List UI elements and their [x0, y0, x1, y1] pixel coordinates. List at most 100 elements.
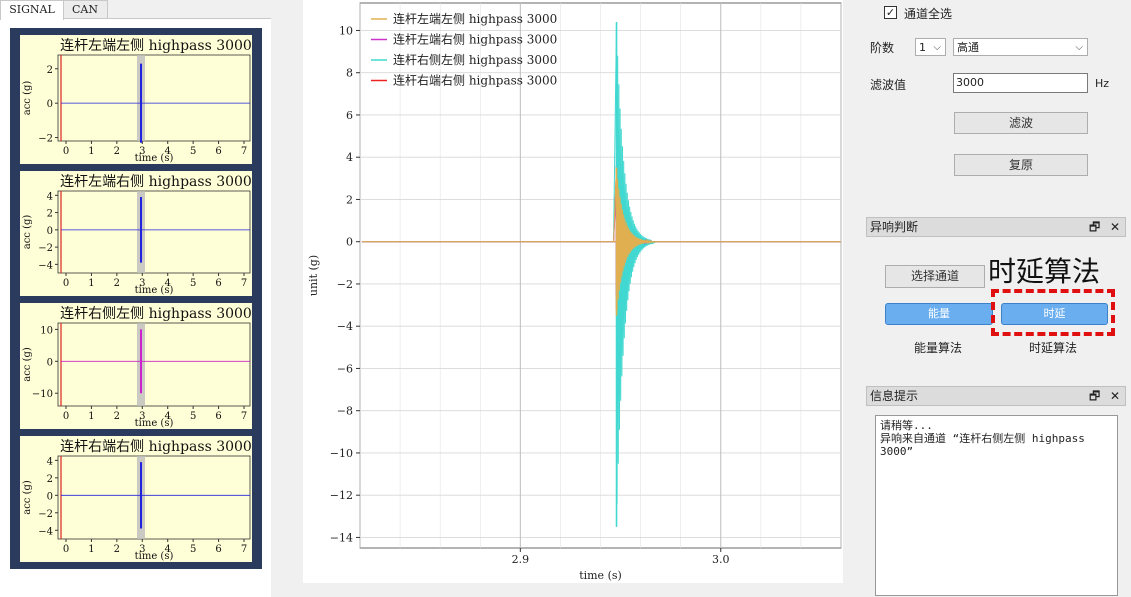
float-icon[interactable]: 🗗 [1089, 389, 1101, 403]
x-tick-label: 2 [114, 544, 120, 555]
info-line: 3000” [880, 445, 914, 458]
y-tick-label: 2 [47, 65, 53, 76]
y-tick-label: 0 [346, 236, 353, 249]
y-tick-label: 8 [346, 67, 353, 80]
mini-chart-3[interactable]: 连杆右侧左侧 highpass 3000 10 0 −10 0 1 2 3 4 5 6 7 time (… [20, 303, 252, 429]
delay-button[interactable]: 时延 [1001, 303, 1108, 325]
x-tick-label: 7 [241, 411, 247, 422]
highlight-box [991, 289, 1115, 336]
y-axis-label: unit (g) [307, 255, 320, 296]
mini-chart-title: 连杆左端右侧 highpass 3000 [60, 174, 252, 190]
y-tick-label: 2 [47, 474, 53, 485]
filter-type-value: 高通 [957, 41, 979, 54]
abnormal-dock-title: 异响判断 [870, 220, 919, 234]
select-all-checkbox[interactable]: ✓ [884, 6, 897, 19]
y-tick-label: 4 [346, 151, 353, 164]
y-tick-label: −2 [38, 134, 53, 145]
y-tick-label: 10 [40, 325, 53, 336]
x-tick-label: 2 [114, 278, 120, 289]
y-tick-label: −4 [38, 526, 53, 537]
tab-signal[interactable]: SIGNAL [0, 0, 64, 20]
series-连杆左端左侧-highpass-3000 [362, 167, 841, 316]
x-tick-label: 2 [114, 146, 120, 157]
x-tick-label: 5 [190, 411, 196, 422]
mini-chart-1[interactable]: 连杆左端左侧 highpass 3000 2 0 −2 0 1 2 3 4 5 6 7 time (s)… [20, 35, 252, 164]
x-tick-label: 5 [190, 146, 196, 157]
info-dock-header: 信息提示 🗗 ✕ [866, 386, 1126, 406]
y-tick-label: 0 [47, 99, 53, 110]
x-tick-label: 4 [165, 146, 171, 157]
y-tick-label: −2 [38, 243, 53, 254]
filter-type-select[interactable]: 高通 ⌵ [953, 38, 1088, 56]
select-channel-button[interactable]: 选择通道 [885, 265, 985, 288]
filter-unit: Hz [1095, 77, 1110, 90]
y-tick-label: −12 [330, 489, 353, 502]
y-tick-label: −4 [337, 320, 353, 333]
legend-entry: 连杆左端左侧 highpass 3000 [393, 11, 557, 26]
abnormal-dock-header: 异响判断 🗗 ✕ [866, 217, 1126, 237]
x-tick-label: 0 [63, 411, 69, 422]
mini-chart-4[interactable]: 连杆右端右侧 highpass 3000 4 2 0 −2 −4 0 1 2 3 4 5 6 7 time … [20, 436, 252, 562]
x-tick-label: 3 [139, 411, 145, 422]
series-burst [613, 167, 657, 310]
y-tick-label: 2 [346, 193, 353, 206]
x-tick-label: 1 [88, 278, 94, 289]
y-tick-label: −10 [32, 389, 53, 400]
y-tick-label: 2 [47, 209, 53, 220]
x-axis-label: time (s) [135, 418, 174, 429]
info-textbox[interactable]: 请稍等... 异响来自通道 “连杆右侧左侧 highpass 3000” [875, 415, 1118, 596]
x-tick-label: 0 [63, 544, 69, 555]
y-tick-label: 0 [47, 357, 53, 368]
legend-entry: 连杆左端右侧 highpass 3000 [393, 32, 557, 47]
y-tick-label: 0 [47, 226, 53, 237]
mini-chart-2[interactable]: 连杆左端右侧 highpass 3000 4 2 0 −2 −4 0 1 2 3 4 5 6 7 time … [20, 171, 252, 296]
x-tick-label: 0 [63, 146, 69, 157]
y-tick-label: −2 [337, 278, 353, 291]
legend-entry: 连杆右侧左侧 highpass 3000 [393, 52, 557, 67]
x-axis-label: time (s) [579, 569, 622, 582]
y-tick-label: −4 [38, 260, 53, 271]
y-tick-label: −10 [330, 447, 353, 460]
y-tick-label: −14 [330, 531, 353, 544]
chevron-down-icon: ⌵ [1075, 42, 1083, 53]
x-tick-label: 2.9 [512, 553, 530, 566]
info-dock-title: 信息提示 [870, 389, 919, 403]
float-icon[interactable]: 🗗 [1089, 220, 1101, 234]
y-tick-label: −8 [337, 405, 353, 418]
y-axis-label: acc (g) [22, 81, 33, 116]
order-value: 1 [919, 41, 926, 54]
x-tick-label: 5 [190, 544, 196, 555]
x-tick-label: 1 [88, 146, 94, 157]
filter-value-input[interactable]: 3000 [953, 73, 1088, 93]
order-select[interactable]: 1 ⌵ [915, 38, 946, 56]
x-tick-label: 5 [190, 278, 196, 289]
x-tick-label: 3 [139, 278, 145, 289]
y-tick-label: −6 [337, 362, 353, 375]
tab-can[interactable]: CAN [62, 0, 108, 19]
x-tick-label: 7 [241, 278, 247, 289]
main-plot[interactable]: 10 8 6 4 2 0 −2 −4 −6 −8 −10 −12 −14 2.9 3.0 time (s) un… [303, 0, 843, 583]
x-tick-label: 3.0 [712, 553, 730, 566]
y-tick-label: 4 [47, 191, 53, 202]
filter-value-label: 滤波值 [870, 78, 907, 92]
y-tick-label: 6 [346, 109, 353, 122]
x-tick-label: 1 [88, 544, 94, 555]
close-icon[interactable]: ✕ [1110, 220, 1121, 234]
energy-button[interactable]: 能量 [885, 303, 993, 325]
chevron-down-icon: ⌵ [933, 42, 941, 53]
x-tick-label: 0 [63, 278, 69, 289]
x-axis-label: time (s) [135, 551, 174, 562]
x-tick-label: 2 [114, 411, 120, 422]
restore-button[interactable]: 复原 [954, 154, 1088, 176]
filter-button[interactable]: 滤波 [954, 112, 1088, 134]
y-tick-label: −2 [38, 509, 53, 520]
y-axis-label: acc (g) [22, 347, 33, 382]
legend-entry: 连杆右端右侧 highpass 3000 [393, 73, 557, 88]
y-axis-label: acc (g) [22, 215, 33, 250]
mini-chart-title: 连杆左端左侧 highpass 3000 [60, 38, 252, 54]
info-line: 异响来自通道 “连杆右侧左侧 highpass [880, 432, 1085, 445]
plot-frame [57, 455, 251, 540]
x-axis-label: time (s) [135, 285, 174, 296]
mini-chart-title: 连杆右侧左侧 highpass 3000 [60, 306, 252, 322]
close-icon[interactable]: ✕ [1110, 389, 1121, 403]
